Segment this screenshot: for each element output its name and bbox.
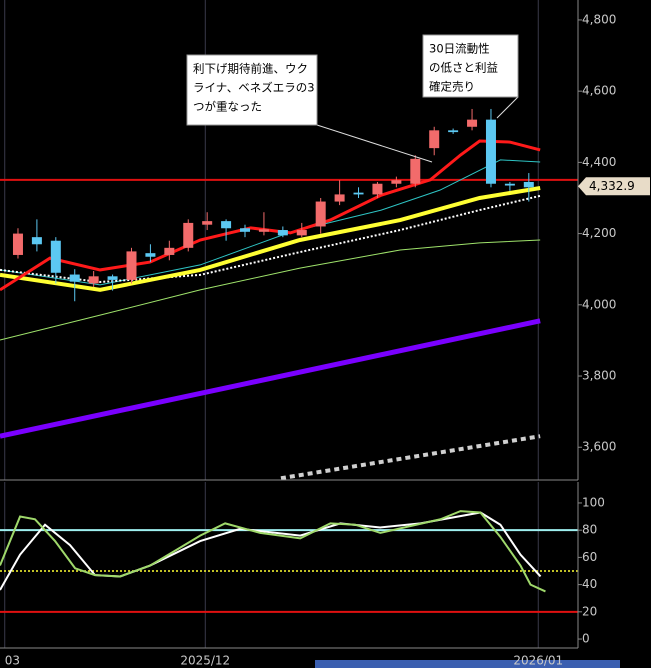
candle-body — [50, 240, 61, 273]
annotation-text: 30日流動性 — [429, 42, 490, 56]
candle-body — [221, 221, 232, 229]
candle-body — [429, 130, 440, 149]
y-tick-label: 4,200 — [582, 226, 616, 240]
moving-average-line — [280, 434, 541, 480]
candle-body — [145, 253, 156, 257]
candle-body — [372, 183, 383, 195]
annotation-text: の低さと利益 — [429, 61, 498, 75]
candle-body — [410, 158, 421, 184]
oscillator-line — [0, 511, 542, 591]
scrollbar[interactable] — [315, 660, 620, 668]
candle-body — [88, 276, 99, 284]
annotation-box — [422, 34, 519, 98]
y-tick-label: 20 — [582, 604, 597, 618]
y-tick-label: 3,600 — [582, 440, 616, 454]
annotation-text: つが重なった — [193, 100, 262, 114]
x-tick-label: 2025/12 — [180, 654, 230, 668]
x-tick-label: 03 — [5, 654, 20, 668]
oscillator-line — [0, 510, 546, 593]
y-tick-label: 4,600 — [582, 84, 616, 98]
candle-body — [107, 276, 118, 280]
candle-body — [240, 228, 251, 232]
y-tick-label: 4,000 — [582, 297, 616, 311]
annotation-text: ライナ、ベネズエラの3 — [193, 81, 315, 95]
candle-body — [258, 229, 269, 232]
y-tick-label: 4,400 — [582, 155, 616, 169]
moving-average-line — [0, 139, 541, 292]
candle-body — [12, 233, 23, 255]
annotation-text: 利下げ期待前進、ウク — [193, 62, 308, 76]
annotation-leader — [316, 124, 433, 163]
y-tick-label: 40 — [582, 577, 597, 591]
candle-body — [391, 180, 402, 184]
y-tick-label: 60 — [582, 550, 597, 564]
candle-body — [523, 181, 534, 188]
moving-average-line — [0, 186, 541, 292]
y-tick-label: 100 — [582, 495, 605, 509]
candle-body — [504, 183, 515, 186]
x-tick-label: 2026/01 — [513, 654, 563, 668]
candle-body — [353, 192, 364, 195]
moving-average-line — [0, 318, 541, 439]
candle-body — [164, 247, 175, 255]
candle-body — [183, 222, 194, 248]
candle-body — [31, 237, 42, 245]
plot-area — [0, 0, 578, 480]
candle-body — [277, 230, 288, 236]
candle-body — [69, 274, 80, 282]
plot-area — [0, 482, 578, 648]
y-tick-label: 0 — [582, 632, 590, 646]
moving-average-line — [0, 239, 541, 341]
y-tick-label: 4,800 — [582, 12, 616, 26]
moving-average-line — [0, 194, 541, 284]
annotation-box — [186, 54, 318, 126]
annotation-text: 確定売り — [429, 80, 475, 94]
candle-body — [485, 119, 496, 184]
annotation-leader — [496, 96, 519, 119]
candle-body — [315, 201, 326, 227]
price-tag — [578, 177, 650, 196]
candle-body — [467, 119, 478, 127]
y-tick-label: 80 — [582, 523, 597, 537]
y-tick-label: 3,800 — [582, 369, 616, 383]
candle-body — [126, 251, 137, 280]
candle-body — [202, 221, 213, 225]
candle-body — [296, 230, 307, 236]
candle-body — [334, 194, 345, 202]
candle-body — [448, 130, 459, 133]
price-tag-label: 4,332.9 — [589, 179, 635, 193]
